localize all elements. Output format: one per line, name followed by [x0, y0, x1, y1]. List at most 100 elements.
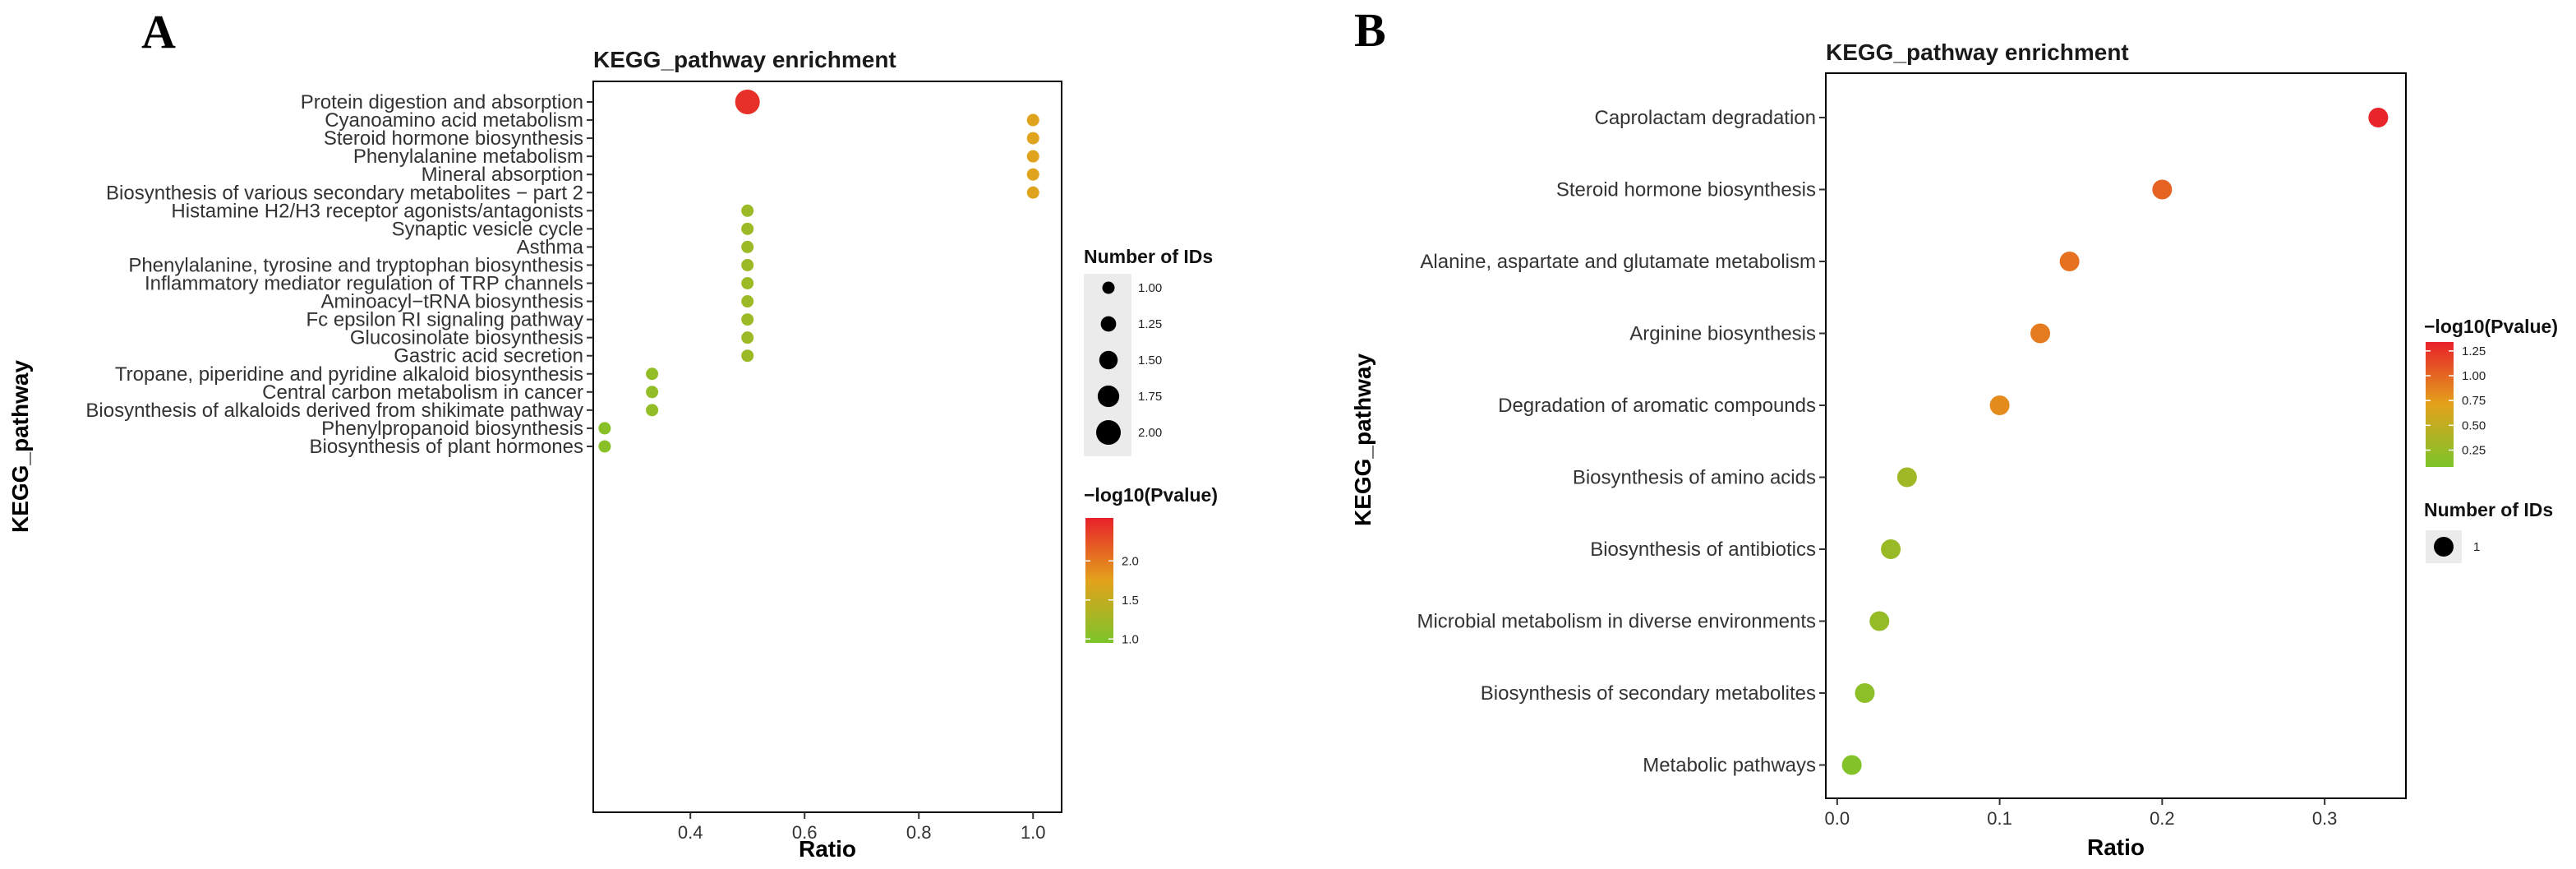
data-point: [1026, 186, 1039, 199]
panel-b-size-legend: Number of IDs 1: [2424, 499, 2553, 563]
y-tick-label: Biosynthesis of amino acids: [1573, 467, 1816, 489]
y-tick-label: Alanine, aspartate and glutamate metabol…: [1420, 251, 1816, 273]
data-point: [2059, 252, 2080, 271]
size-legend-label: 1.00: [1138, 281, 1162, 295]
panel-b-title: KEGG_pathway enrichment: [1826, 39, 2129, 65]
size-legend-label: 1.75: [1138, 390, 1162, 404]
colorbar-tick-label: 1.25: [2462, 344, 2486, 358]
data-point: [646, 386, 659, 399]
panel-a-plot-frame: [592, 81, 1062, 813]
size-legend-label: 1.50: [1138, 354, 1162, 367]
y-tick-label: Histamine H2/H3 receptor agonists/antago…: [171, 200, 583, 222]
y-tick-label: Arginine biosynthesis: [1629, 323, 1816, 345]
panel-b-color-legend: −log10(Pvalue) 0.25 0.50 0.75 1.00 1.25: [2424, 316, 2558, 467]
x-tick-label: 0.2: [2150, 808, 2175, 829]
colorbar-tick-label: 0.75: [2462, 394, 2486, 408]
colorbar-tick-label: 0.50: [2462, 418, 2486, 432]
data-point: [741, 331, 754, 344]
y-tick-label: Biosynthesis of antibiotics: [1590, 539, 1816, 561]
data-point: [646, 367, 659, 381]
panel-a-title: KEGG_pathway enrichment: [593, 47, 896, 72]
y-tick-label: Cyanoamino acid metabolism: [325, 109, 583, 132]
panel-a-x-axis-title: Ratio: [799, 836, 856, 862]
data-point: [1896, 467, 1917, 488]
y-tick-label: Asthma: [517, 236, 584, 258]
y-tick-label: Phenylalanine, tyrosine and tryptophan b…: [128, 254, 583, 276]
data-point: [1989, 395, 2010, 415]
x-tick-label: 0.6: [792, 822, 818, 843]
y-tick-label: Steroid hormone biosynthesis: [324, 127, 583, 150]
x-tick-label: 0.1: [1987, 808, 2012, 829]
data-point: [1026, 168, 1039, 181]
size-legend-key: [1097, 385, 1120, 408]
x-tick-label: 0.3: [2312, 808, 2338, 829]
colorbar-tick-label: 1.5: [1122, 594, 1139, 608]
panel-a-size-legend-title: Number of IDs: [1084, 246, 1213, 267]
data-point: [741, 204, 754, 217]
data-point: [741, 313, 754, 326]
panel-a-y-ticks: Protein digestion and absorptionCyanoami…: [85, 91, 593, 458]
y-tick-label: Metabolic pathways: [1643, 755, 1816, 777]
size-legend-label: 1.25: [1138, 317, 1162, 331]
panel-a-colorbar: [1085, 518, 1113, 643]
y-tick-label: Synaptic vesicle cycle: [392, 218, 583, 240]
panel-b-y-axis-title: KEGG_pathway: [1350, 354, 1376, 526]
y-tick-label: Central carbon metabolism in cancer: [262, 381, 583, 404]
data-point: [741, 277, 754, 289]
panel-a: A KEGG_pathway enrichment Protein digest…: [7, 5, 1218, 862]
panel-b-x-axis-title: Ratio: [2087, 834, 2145, 860]
y-tick-label: Aminoacyl−tRNA biosynthesis: [321, 291, 583, 313]
y-tick-label: Biosynthesis of various secondary metabo…: [106, 182, 583, 204]
panel-b-letter: B: [1354, 3, 1386, 57]
x-tick-label: 0.8: [906, 822, 932, 843]
y-tick-label: Steroid hormone biosynthesis: [1556, 179, 1816, 201]
data-point: [741, 349, 754, 363]
data-point: [741, 240, 754, 253]
panel-a-color-legend: −log10(Pvalue) 1.0 1.5 2.0: [1084, 484, 1218, 646]
size-legend-key: [1102, 281, 1115, 294]
panel-a-x-ticks: 0.4 0.6 0.8 1.0: [678, 812, 1046, 843]
panel-b-colorbar: [2426, 342, 2454, 467]
size-legend-label: 1: [2473, 540, 2480, 554]
data-point: [741, 295, 754, 308]
colorbar-tick-label: 1.0: [1122, 632, 1139, 646]
colorbar-tick-label: 1.00: [2462, 369, 2486, 383]
data-point: [1026, 150, 1039, 163]
size-legend-key: [2434, 537, 2454, 557]
colorbar-tick-label: 2.0: [1122, 554, 1139, 568]
size-legend-label: 2.00: [1138, 426, 1162, 440]
y-tick-label: Degradation of aromatic compounds: [1498, 395, 1816, 417]
y-tick-label: Phenylpropanoid biosynthesis: [321, 418, 583, 440]
panel-b-plot-frame: [1825, 72, 2407, 799]
data-point: [1841, 755, 1862, 775]
data-point: [598, 440, 611, 453]
data-point: [741, 222, 754, 235]
data-point: [598, 422, 611, 435]
y-tick-label: Phenylalanine metabolism: [353, 146, 583, 168]
y-tick-label: Biosynthesis of plant hormones: [309, 436, 583, 458]
data-point: [2152, 179, 2173, 200]
data-point: [1855, 683, 1875, 703]
colorbar-tick-label: 0.25: [2462, 443, 2486, 457]
y-tick-label: Tropane, piperidine and pyridine alkaloi…: [115, 363, 583, 386]
y-tick-label: Caprolactam degradation: [1595, 107, 1817, 129]
data-point: [741, 258, 754, 271]
data-point: [646, 404, 659, 417]
panel-a-letter: A: [141, 5, 176, 58]
panel-a-size-legend: Number of IDs 1.00 1.25 1.50 1.75 2.00: [1084, 246, 1213, 456]
x-tick-label: 1.0: [1021, 822, 1046, 843]
y-tick-label: Protein digestion and absorption: [301, 91, 583, 113]
panel-b-color-legend-title: −log10(Pvalue): [2424, 316, 2558, 337]
data-point: [1026, 132, 1039, 145]
data-point: [2030, 323, 2051, 344]
y-tick-label: Fc epsilon RI signaling pathway: [306, 309, 583, 331]
data-point: [1026, 113, 1039, 127]
y-tick-label: Glucosinolate biosynthesis: [350, 327, 583, 349]
x-tick-label: 0.0: [1825, 808, 1850, 829]
x-tick-label: 0.4: [678, 822, 703, 843]
panel-b-x-ticks: 0.0 0.1 0.2 0.3: [1825, 798, 2338, 829]
y-tick-label: Microbial metabolism in diverse environm…: [1417, 611, 1816, 633]
data-point: [735, 90, 760, 114]
data-point: [1869, 611, 1890, 631]
panel-b-y-ticks: Caprolactam degradation Steroid hormone b…: [1417, 107, 1826, 777]
